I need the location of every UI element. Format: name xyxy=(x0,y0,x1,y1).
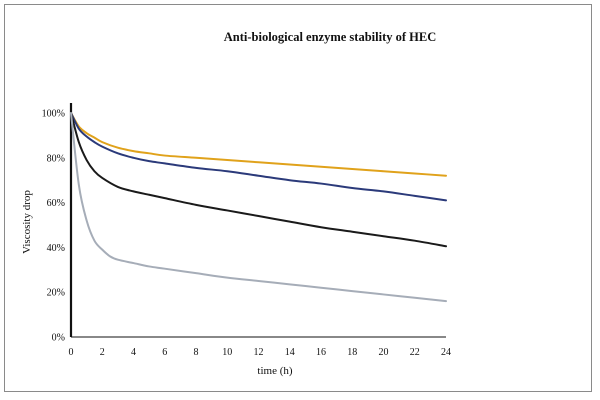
x-tick-label: 14 xyxy=(285,347,295,358)
series-line-3 xyxy=(70,112,447,248)
x-tick-label: 24 xyxy=(441,347,451,358)
x-tick-label: 20 xyxy=(379,347,389,358)
y-tick-label: 100% xyxy=(42,109,65,120)
series-lines xyxy=(70,112,447,303)
y-tick-label: 60% xyxy=(47,198,65,209)
y-tick-labels: 0% 20% 40% 60% 80% 100% xyxy=(42,109,65,344)
x-tick-label: 6 xyxy=(162,347,167,358)
x-tick-label: 2 xyxy=(100,347,105,358)
x-tick-label: 8 xyxy=(194,347,199,358)
x-tick-label: 18 xyxy=(347,347,357,358)
x-tick-label: 4 xyxy=(131,347,136,358)
series-line-1 xyxy=(70,112,447,177)
x-tick-label: 0 xyxy=(69,347,74,358)
chart-frame xyxy=(4,4,592,392)
series-line-4 xyxy=(70,112,447,303)
chart-title: Anti-biological enzyme stability of HEC xyxy=(224,30,437,44)
y-tick-label: 40% xyxy=(47,243,65,254)
x-tick-labels: 0 2 4 6 8 10 12 14 16 18 20 22 24 xyxy=(69,347,452,358)
y-tick-label: 20% xyxy=(47,288,65,299)
y-tick-label: 0% xyxy=(52,333,65,344)
x-tick-label: 10 xyxy=(222,347,232,358)
series-line-2 xyxy=(70,112,447,202)
x-tick-label: 22 xyxy=(410,347,420,358)
x-axis-label: time (h) xyxy=(257,365,292,377)
x-tick-label: 16 xyxy=(316,347,326,358)
y-axis-label: Viscosity drop xyxy=(21,190,33,254)
x-tick-label: 12 xyxy=(254,347,264,358)
axes xyxy=(69,103,446,338)
y-tick-label: 80% xyxy=(47,153,65,164)
